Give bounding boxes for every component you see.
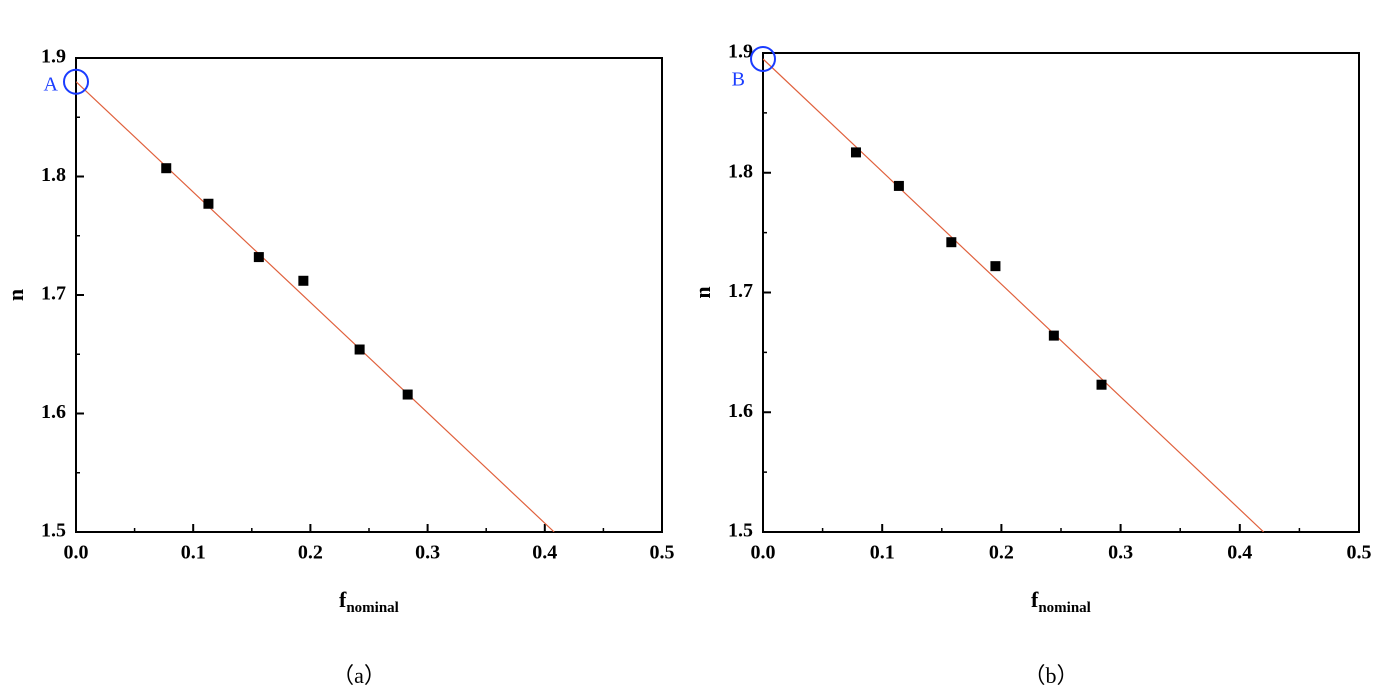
data-point	[298, 275, 309, 286]
x-axis-label-sub: nominal	[346, 600, 399, 616]
data-point	[893, 180, 904, 191]
annotation-label: B	[732, 69, 745, 91]
x-axis-label: fnominal	[339, 587, 399, 616]
plot-frame	[762, 52, 1360, 533]
annotation-circle	[750, 45, 776, 72]
y-axis-label: n	[690, 286, 715, 298]
x-tick-label: 0.5	[650, 542, 675, 564]
x-tick-label: 0.0	[751, 542, 776, 564]
fit-line	[763, 58, 1265, 532]
y-axis-label: n	[3, 289, 28, 301]
x-tick-label: 0.1	[870, 542, 895, 564]
y-tick-label: 1.6	[728, 400, 753, 422]
data-point	[850, 147, 861, 158]
x-tick-label: 0.2	[989, 542, 1014, 564]
x-axis-label-sub: nominal	[1038, 600, 1091, 616]
data-point	[402, 389, 413, 400]
annotation-label: A	[44, 73, 59, 95]
x-axis-label-main: f	[339, 587, 347, 612]
data-point	[1096, 379, 1107, 390]
y-tick-label: 1.8	[41, 164, 66, 186]
x-tick-label: 0.3	[1108, 542, 1133, 564]
data-point	[161, 163, 172, 174]
caption: （b）	[1023, 663, 1078, 688]
annotation-circle	[63, 68, 89, 95]
data-point	[203, 198, 214, 209]
x-tick-label: 0.2	[298, 542, 323, 564]
data-point	[354, 344, 365, 355]
plot-frame	[75, 57, 663, 533]
x-tick-label: 0.0	[64, 542, 89, 564]
fit-line	[76, 81, 555, 532]
x-tick-label: 0.1	[181, 542, 206, 564]
data-point	[990, 261, 1001, 272]
x-tick-label: 0.3	[415, 542, 440, 564]
data-point	[946, 237, 957, 248]
data-point	[1048, 330, 1059, 341]
y-tick-label: 1.7	[41, 283, 66, 305]
y-tick-label: 1.6	[41, 401, 66, 423]
x-tick-label: 0.5	[1347, 542, 1372, 564]
x-axis-label: fnominal	[1031, 587, 1091, 616]
y-tick-label: 1.9	[41, 46, 66, 68]
caption: （a）	[332, 663, 386, 688]
x-tick-label: 0.4	[532, 542, 557, 564]
x-tick-label: 0.4	[1227, 542, 1252, 564]
y-tick-label: 1.9	[728, 41, 753, 63]
data-point	[253, 252, 264, 263]
y-tick-label: 1.5	[728, 520, 753, 542]
y-tick-label: 1.7	[728, 280, 753, 302]
y-tick-label: 1.5	[41, 520, 66, 542]
x-axis-label-main: f	[1031, 587, 1039, 612]
y-tick-label: 1.8	[728, 160, 753, 182]
